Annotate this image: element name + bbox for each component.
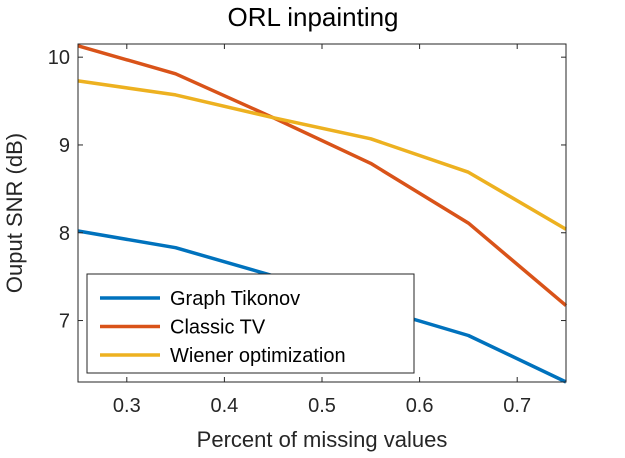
x-tick-label: 0.6 [406,395,434,417]
y-axis-label: Ouput SNR (dB) [2,133,27,293]
y-tick-label: 10 [48,47,70,69]
x-tick-label: 0.3 [113,395,141,417]
x-axis-label: Percent of missing values [197,427,448,452]
y-tick-label: 8 [59,223,70,245]
series-line-1 [77,44,568,307]
legend-label: Classic TV [170,317,266,339]
y-tick-label: 9 [59,135,70,157]
legend-label: Wiener optimization [170,345,346,367]
y-tick-label: 7 [59,311,70,333]
legend: Graph Tikonov Classic TV Wiener optimizati… [86,273,415,374]
x-axis-ticks: 0.3 0.4 0.5 0.6 0.7 [113,44,531,417]
chart-title: ORL inpainting [227,2,398,32]
series-line-2 [77,79,567,231]
x-tick-label: 0.5 [308,395,336,417]
x-tick-label: 0.4 [210,395,238,417]
legend-label: Graph Tikonov [170,288,300,310]
y-axis-ticks: 7 8 9 10 [48,47,566,333]
x-tick-label: 0.7 [503,395,531,417]
